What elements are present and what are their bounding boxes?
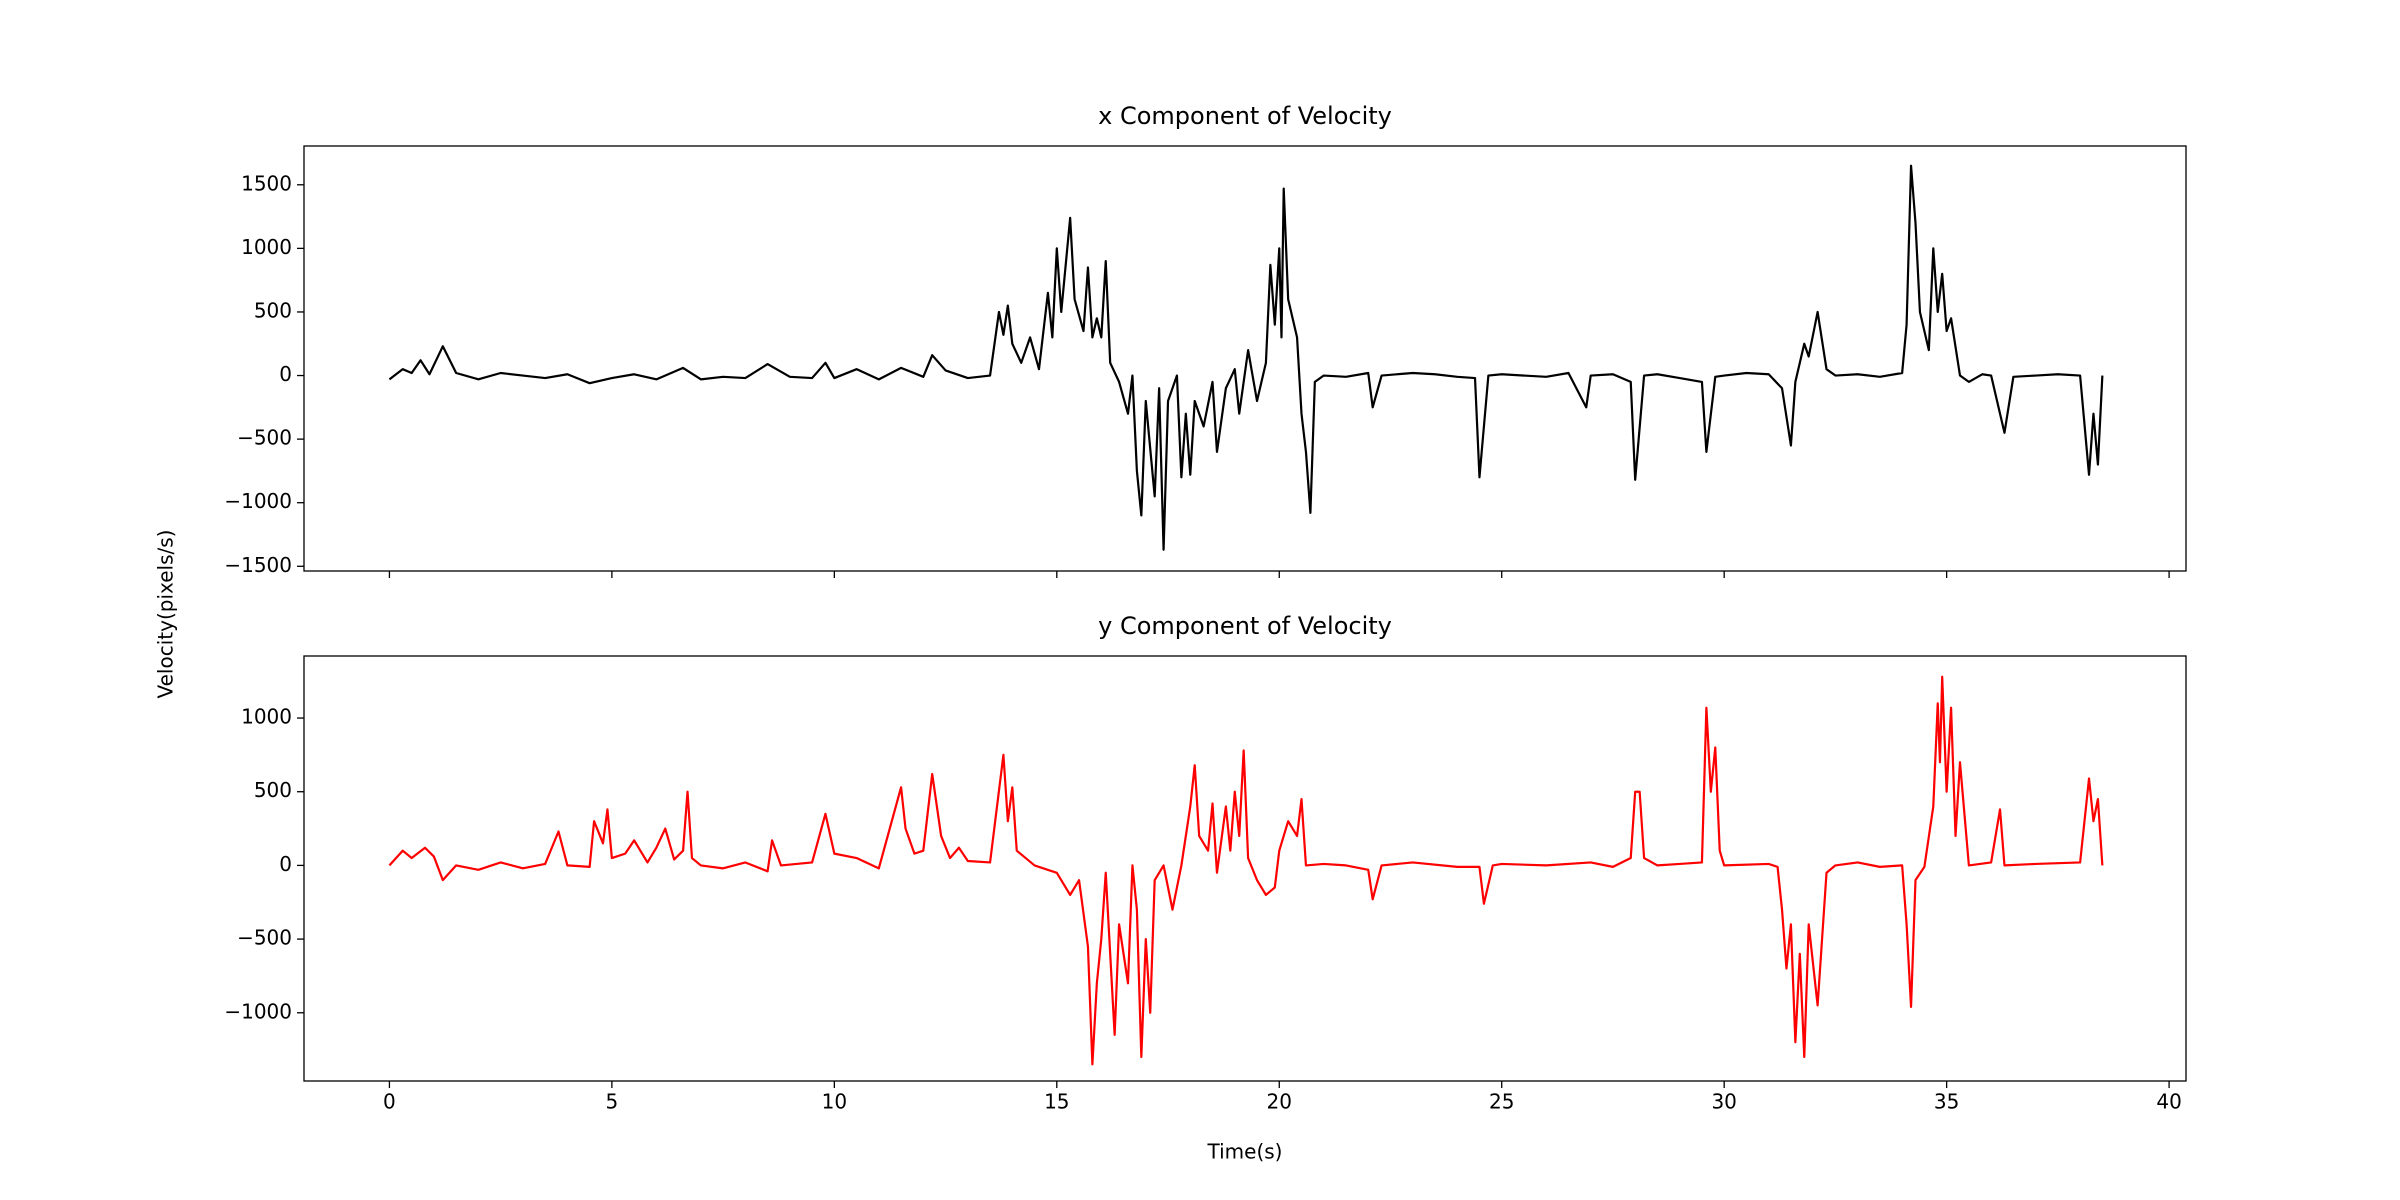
- y-tick-label: 0: [279, 362, 292, 386]
- y-tick-label: −1000: [224, 489, 292, 513]
- x-tick-label: 30: [1711, 1090, 1736, 1114]
- x-tick-label: 35: [1934, 1090, 1959, 1114]
- axes-frame: [303, 655, 2187, 1082]
- y-tick-label: 1000: [241, 705, 292, 729]
- x-tick-label: 0: [383, 1090, 396, 1114]
- y-tick-label: 1500: [241, 171, 292, 195]
- x-tick-label: 20: [1267, 1090, 1292, 1114]
- x-tick-label: 15: [1044, 1090, 1069, 1114]
- x-axis-label: Time(s): [1207, 1140, 1283, 1164]
- y-tick-label: 500: [254, 778, 292, 802]
- data-line: [388, 164, 2104, 551]
- y-tick-label: −500: [237, 926, 292, 950]
- y-tick-label: −1000: [224, 999, 292, 1023]
- y-tick-label: 0: [279, 852, 292, 876]
- axes-frame: [303, 145, 2187, 572]
- data-line: [388, 675, 2104, 1066]
- y-tick-label: 1000: [241, 235, 292, 259]
- subplot-title: x Component of Velocity: [1098, 102, 1392, 130]
- x-tick-label: 25: [1489, 1090, 1514, 1114]
- y-tick-label: 500: [254, 298, 292, 322]
- x-tick-label: 5: [606, 1090, 619, 1114]
- subplot-title: y Component of Velocity: [1098, 612, 1392, 640]
- x-tick-label: 40: [2156, 1090, 2181, 1114]
- x-tick-label: 10: [822, 1090, 847, 1114]
- y-axis-label: Velocity(pixels/s): [154, 530, 178, 699]
- y-tick-label: −500: [237, 426, 292, 450]
- y-tick-label: −1500: [224, 553, 292, 577]
